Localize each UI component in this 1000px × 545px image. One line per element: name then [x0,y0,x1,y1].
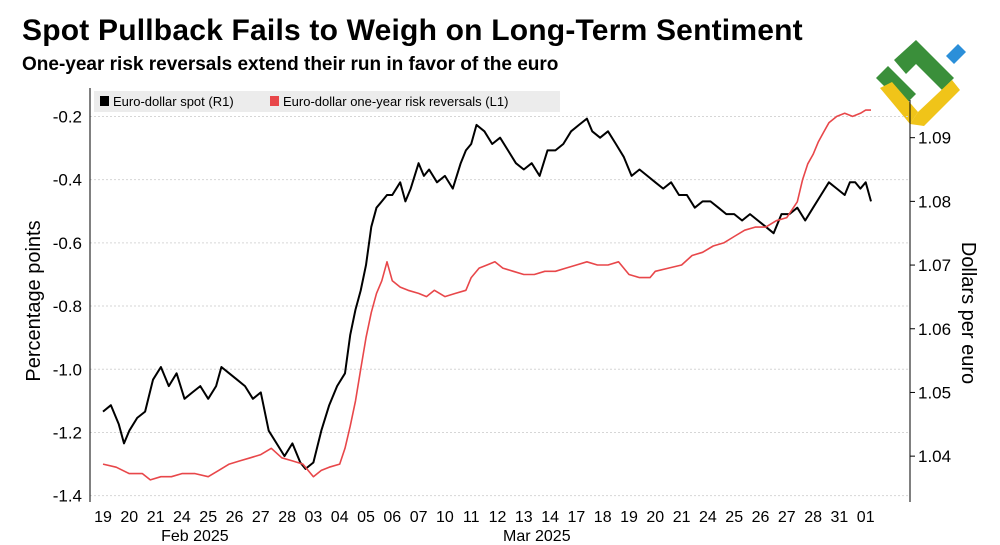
series-line-risk-reversals [102,109,871,481]
right-tick-label: 1.09 [918,129,951,148]
x-tick-label: 31 [831,509,849,526]
x-tick-label: 25 [199,509,217,526]
left-axis-title: Percentage points [23,220,45,381]
x-tick-label: 24 [173,509,191,526]
x-tick-label: 20 [646,509,664,526]
legend-label-risk-reversals: Euro-dollar one-year risk reversals (L1) [283,94,508,109]
x-tick-label: 01 [857,509,875,526]
x-tick-label: 25 [725,509,743,526]
x-tick-label: 07 [410,509,428,526]
chart-subtitle: One-year risk reversals extend their run… [22,54,559,75]
left-tick-label: -1.2 [53,423,82,442]
x-tick-label: 11 [463,509,480,526]
chart-title: Spot Pullback Fails to Weigh on Long-Ter… [22,14,803,47]
right-tick-label: 1.05 [918,383,951,402]
x-tick-label: 27 [778,509,796,526]
x-tick-label: 05 [357,509,375,526]
left-tick-label: -0.2 [53,107,82,126]
legend-background [94,91,560,112]
right-tick-label: 1.06 [918,320,951,339]
series-line-spot [102,117,872,470]
x-tick-label: 26 [752,509,770,526]
x-tick-label: 21 [147,509,165,526]
x-tick-label: 26 [226,509,244,526]
legend-swatch-risk-reversals [270,96,279,106]
x-tick-label: 28 [804,509,822,526]
brand-logo-icon [876,40,966,126]
x-tick-label: 04 [331,509,349,526]
x-tick-label: 10 [436,509,454,526]
x-tick-label: 28 [278,509,296,526]
left-tick-label: -1.0 [53,360,82,379]
x-tick-label: 12 [489,509,507,526]
x-tick-label: 13 [515,509,533,526]
x-tick-label: 24 [699,509,717,526]
x-tick-label: 14 [541,509,559,526]
x-tick-label: 20 [120,509,138,526]
right-tick-label: 1.07 [918,256,951,275]
x-tick-label: 17 [568,509,586,526]
x-tick-label: 03 [305,509,323,526]
x-tick-label: 18 [594,509,612,526]
x-month-label: Mar 2025 [503,528,571,545]
left-tick-label: -1.4 [53,487,82,506]
x-tick-label: 21 [673,509,691,526]
x-tick-label: 06 [383,509,401,526]
x-tick-label: 19 [94,509,112,526]
right-axis-title: Dollars per euro [957,242,979,384]
legend-label-spot: Euro-dollar spot (R1) [113,94,234,109]
right-tick-label: 1.08 [918,192,951,211]
legend-swatch-spot [100,96,109,106]
left-tick-label: -0.8 [53,297,82,316]
left-tick-label: -0.6 [53,234,82,253]
x-month-label: Feb 2025 [161,528,229,545]
right-tick-label: 1.04 [918,447,951,466]
left-tick-label: -0.4 [53,171,82,190]
x-tick-label: 19 [620,509,638,526]
x-tick-label: 27 [252,509,270,526]
